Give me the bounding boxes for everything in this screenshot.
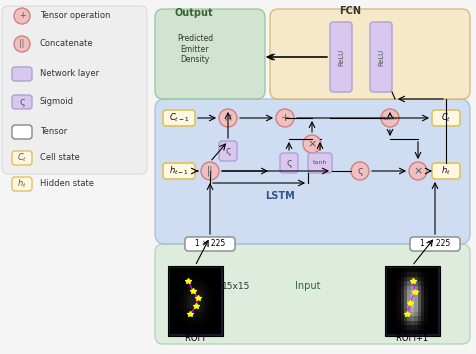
Text: ς: ς [225,146,230,156]
Text: Predicted
Emitter
Density: Predicted Emitter Density [177,34,213,64]
Bar [384,266,439,336]
Text: ς: ς [19,97,25,107]
Text: ReLU: ReLU [337,48,343,65]
Text: $h_t$: $h_t$ [440,165,450,177]
FancyBboxPatch shape [307,153,331,173]
Text: tanh: tanh [312,160,327,166]
Text: ReLU: ReLU [377,48,383,65]
FancyBboxPatch shape [12,67,32,81]
FancyBboxPatch shape [329,22,351,92]
Circle shape [200,162,218,180]
FancyBboxPatch shape [218,141,237,161]
Bar [168,266,223,336]
FancyBboxPatch shape [155,99,469,244]
Text: $h_{t-1}$: $h_{t-1}$ [169,165,188,177]
Text: Concatenate: Concatenate [40,40,93,48]
FancyBboxPatch shape [12,177,32,191]
Text: $C_t$: $C_t$ [17,152,27,164]
Text: FCN: FCN [338,6,360,16]
FancyBboxPatch shape [12,151,32,165]
Text: 1 × 225: 1 × 225 [195,240,225,249]
FancyBboxPatch shape [369,22,391,92]
Text: Tensor: Tensor [40,127,67,137]
Text: Sigmoid: Sigmoid [40,97,74,107]
FancyBboxPatch shape [279,153,298,173]
Text: Cell state: Cell state [40,154,79,162]
FancyBboxPatch shape [185,237,235,251]
FancyBboxPatch shape [431,163,459,179]
Text: tanh: tanh [382,115,397,120]
FancyBboxPatch shape [431,110,459,126]
Text: ||: || [206,166,213,176]
FancyBboxPatch shape [155,9,265,99]
Text: +: + [19,11,25,21]
Text: ||: || [20,40,25,48]
Circle shape [14,36,30,52]
Text: Input: Input [294,281,320,291]
Text: Tensor operation: Tensor operation [40,11,110,21]
FancyBboxPatch shape [12,125,32,139]
Text: Output: Output [175,8,213,18]
Text: Network layer: Network layer [40,69,99,79]
Text: $C_t$: $C_t$ [440,112,450,124]
FancyBboxPatch shape [12,95,32,109]
Circle shape [218,109,237,127]
Text: 1 × 225: 1 × 225 [419,240,449,249]
Text: LSTM: LSTM [265,191,294,201]
Circle shape [350,162,368,180]
Circle shape [276,109,293,127]
Text: Hidden state: Hidden state [40,179,94,188]
FancyBboxPatch shape [2,6,147,174]
FancyBboxPatch shape [163,110,195,126]
FancyBboxPatch shape [269,9,469,99]
FancyBboxPatch shape [409,237,459,251]
Text: +: + [280,113,289,123]
Circle shape [380,109,398,127]
Text: 15x15: 15x15 [221,282,250,291]
Text: ς: ς [286,158,291,168]
Text: ROI i: ROI i [185,334,205,343]
Text: ×: × [223,113,232,123]
Text: ×: × [412,166,422,176]
Circle shape [302,135,320,153]
Text: ×: × [307,139,316,149]
Circle shape [14,8,30,24]
Text: $h_t$: $h_t$ [17,178,27,190]
FancyBboxPatch shape [155,244,469,344]
Text: ς: ς [357,166,362,176]
Text: ROI i+1: ROI i+1 [395,334,427,343]
Text: $C_{t-1}$: $C_{t-1}$ [169,112,189,124]
Circle shape [408,162,426,180]
FancyBboxPatch shape [163,163,195,179]
